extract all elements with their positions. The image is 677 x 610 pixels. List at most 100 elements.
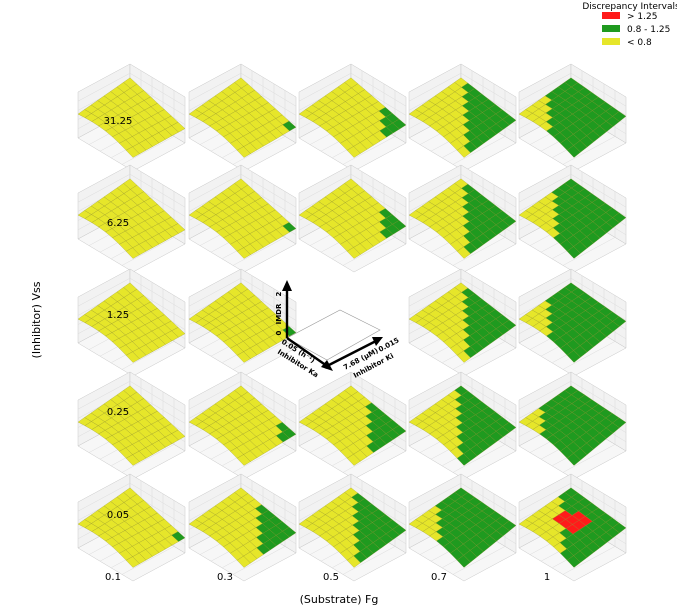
legend: Discrepancy Intervals > 1.25 0.8 - 1.25 … (582, 2, 677, 48)
surface-panel (408, 473, 517, 582)
panel-gridline (342, 191, 396, 266)
panel-gridline (232, 500, 286, 575)
row-tick-labels: 31.25 6.25 1.25 0.25 0.05 (104, 116, 133, 521)
panel-gridline (452, 90, 506, 165)
surface-panel (298, 473, 407, 582)
surface-cell (346, 146, 361, 158)
surface-panel (188, 164, 297, 273)
legend-swatch-yellow (602, 38, 620, 45)
panel-gridline (518, 72, 627, 107)
panel-gridline (232, 90, 286, 165)
surface-panel (518, 268, 627, 377)
surface-cell (236, 454, 251, 466)
panel-gridline (121, 295, 175, 370)
ka-axis-arrow (286, 337, 328, 367)
surface-cell (456, 453, 471, 466)
surface-panel (77, 63, 186, 172)
panel-gridline (298, 380, 407, 415)
surface-cell (456, 555, 471, 568)
panel-gridline (342, 90, 396, 165)
surface-cell (456, 350, 471, 363)
surface-panel (518, 164, 627, 273)
column-label: 0.1 (105, 572, 121, 583)
legend-title: Discrepancy Intervals (582, 2, 677, 12)
panel-gridline (342, 500, 396, 575)
surface-cell (566, 350, 581, 363)
column-label: 1 (544, 572, 550, 583)
panel-gridline (298, 482, 407, 517)
panel-gridline (408, 277, 517, 312)
z-axis-label: IMDR (275, 303, 283, 324)
ki-axis-arrowhead (372, 337, 383, 346)
panel-gridline (452, 191, 506, 266)
panel-gridline (408, 380, 517, 415)
legend-swatch-red (602, 12, 620, 19)
axis-key-floor (286, 309, 381, 361)
panel-gridline (121, 191, 175, 266)
panel-gridline (121, 398, 175, 473)
panel-gridline (518, 482, 627, 517)
surface-cell (125, 454, 140, 466)
panel-gridline (562, 90, 616, 165)
y-axis-title: (Inhibitor) Vss (30, 281, 43, 358)
panel-gridline (518, 380, 627, 415)
surface-panel (188, 473, 297, 582)
surface-panel (408, 268, 517, 377)
surface-panel (518, 63, 627, 172)
surface-panel (77, 164, 186, 273)
surface-cell (566, 145, 581, 158)
panel-gridline (77, 380, 186, 415)
surface-cell (346, 247, 361, 259)
panel-gridline (121, 500, 175, 575)
panel-gridline (232, 191, 286, 266)
panel-gridline (562, 398, 616, 473)
surface-panel (408, 164, 517, 273)
surface-cell (456, 145, 471, 158)
surface-panel (77, 473, 186, 582)
surface-cell (125, 247, 140, 259)
column-label: 0.5 (323, 572, 339, 583)
surface-cell (566, 555, 581, 568)
ka-tick-label: 6 (322, 362, 330, 371)
panel-gridline (452, 295, 506, 370)
surface-panel (298, 164, 407, 273)
panel-gridline (408, 482, 517, 517)
panel-gridline (298, 173, 407, 208)
surface-cell (236, 351, 251, 363)
surface-cell (125, 146, 140, 158)
surface-panel (77, 371, 186, 480)
z-tick-label: 0 (275, 330, 283, 335)
panel-gridline (562, 191, 616, 266)
panel-gridline (408, 72, 517, 107)
surface-cell (236, 146, 251, 158)
panel-gridline (408, 173, 517, 208)
panel-gridline (188, 72, 297, 107)
panel-gridline (518, 277, 627, 312)
panel-gridline (77, 173, 186, 208)
surface-panel (188, 268, 297, 377)
row-label: 0.25 (107, 407, 129, 418)
surface-cell (125, 556, 140, 568)
column-tick-labels: 0.1 0.3 0.5 0.7 1 (105, 572, 550, 583)
x-axis-title: (Substrate) Fg (300, 593, 379, 606)
panel-gridline (77, 482, 186, 517)
surface-cell (456, 246, 471, 259)
panel-gridline (77, 277, 186, 312)
surface-panel (188, 371, 297, 480)
row-label: 0.05 (107, 510, 129, 521)
column-label: 0.7 (431, 572, 447, 583)
surface-cell (566, 246, 581, 259)
column-label: 0.3 (217, 572, 233, 583)
legend-label: < 0.8 (627, 38, 652, 48)
surface-cell (566, 453, 581, 466)
surface-panel (518, 473, 627, 582)
panel-gridline (452, 500, 506, 575)
legend-swatch-green (602, 25, 620, 32)
panel-gridline (518, 173, 627, 208)
panel-gridline (452, 398, 506, 473)
panel-gridline (188, 482, 297, 517)
surface-panel (408, 63, 517, 172)
legend-label: 0.8 - 1.25 (627, 25, 670, 35)
surface-panel (408, 371, 517, 480)
